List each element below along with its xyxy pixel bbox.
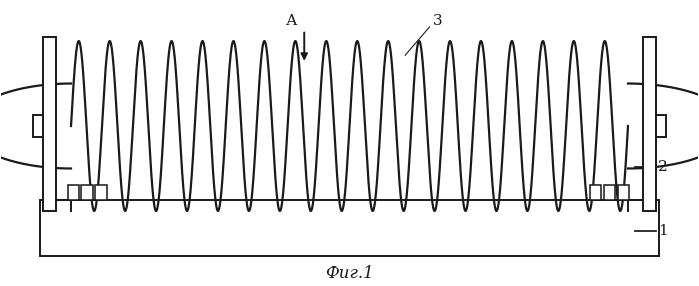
- Bar: [590, 186, 601, 200]
- Bar: [40, 200, 659, 256]
- Bar: [643, 37, 656, 211]
- Bar: [617, 186, 628, 200]
- Bar: [604, 186, 614, 200]
- Bar: [82, 186, 92, 200]
- Text: 1: 1: [658, 224, 668, 238]
- Bar: [68, 186, 79, 200]
- Bar: [33, 115, 43, 137]
- Bar: [656, 115, 666, 137]
- Text: Фиг.1: Фиг.1: [325, 265, 374, 282]
- Text: 3: 3: [433, 14, 442, 28]
- Bar: [43, 37, 56, 211]
- Bar: [95, 186, 106, 200]
- Text: А: А: [286, 14, 297, 28]
- Text: 2: 2: [658, 160, 668, 174]
